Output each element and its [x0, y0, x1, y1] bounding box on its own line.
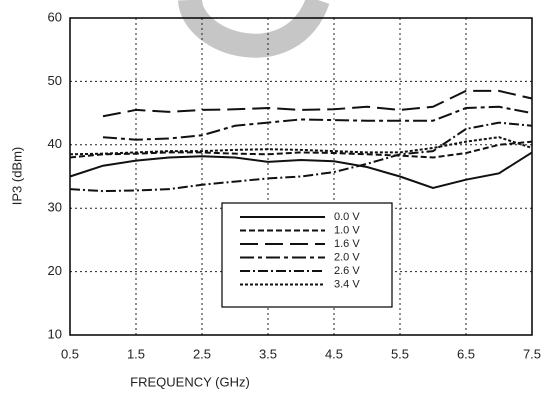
legend-label: 0.0 V: [334, 211, 360, 223]
y-tick-label: 30: [48, 200, 62, 215]
x-tick-label: 6.5: [457, 346, 475, 361]
series-line: [69, 151, 533, 189]
y-axis-label: IP3 (dBm): [9, 147, 24, 206]
y-tick-label: 10: [48, 326, 62, 341]
x-tick-label: 0.5: [61, 346, 79, 361]
series-line: [69, 121, 533, 193]
legend-label: 1.0 V: [334, 224, 360, 236]
series-line: [69, 136, 533, 156]
legend-label: 2.0 V: [334, 251, 360, 263]
series-line: [102, 89, 533, 118]
legend-label: 3.4 V: [334, 278, 360, 290]
legend-label: 1.6 V: [334, 238, 360, 250]
watermark: [178, 0, 330, 58]
x-axis-label: FREQUENCY (GHz): [130, 374, 250, 389]
x-tick-label: 1.5: [127, 346, 145, 361]
y-tick-label: 60: [48, 9, 62, 24]
legend-box: [221, 202, 393, 308]
series-line: [69, 140, 533, 159]
y-tick-label: 50: [48, 73, 62, 88]
x-tick-label: 7.5: [523, 346, 541, 361]
x-tick-label: 4.5: [325, 346, 343, 361]
x-tick-label: 5.5: [391, 346, 409, 361]
series-line: [102, 105, 533, 141]
x-tick-label: 2.5: [193, 346, 211, 361]
y-tick-label: 40: [48, 136, 62, 151]
legend-label: 2.6 V: [334, 265, 360, 277]
legend: 0.0 V1.0 V 1.6 V2.0 V 2.6 V3.4 V: [221, 202, 393, 308]
y-tick-label: 20: [48, 263, 62, 278]
x-tick-label: 3.5: [259, 346, 277, 361]
